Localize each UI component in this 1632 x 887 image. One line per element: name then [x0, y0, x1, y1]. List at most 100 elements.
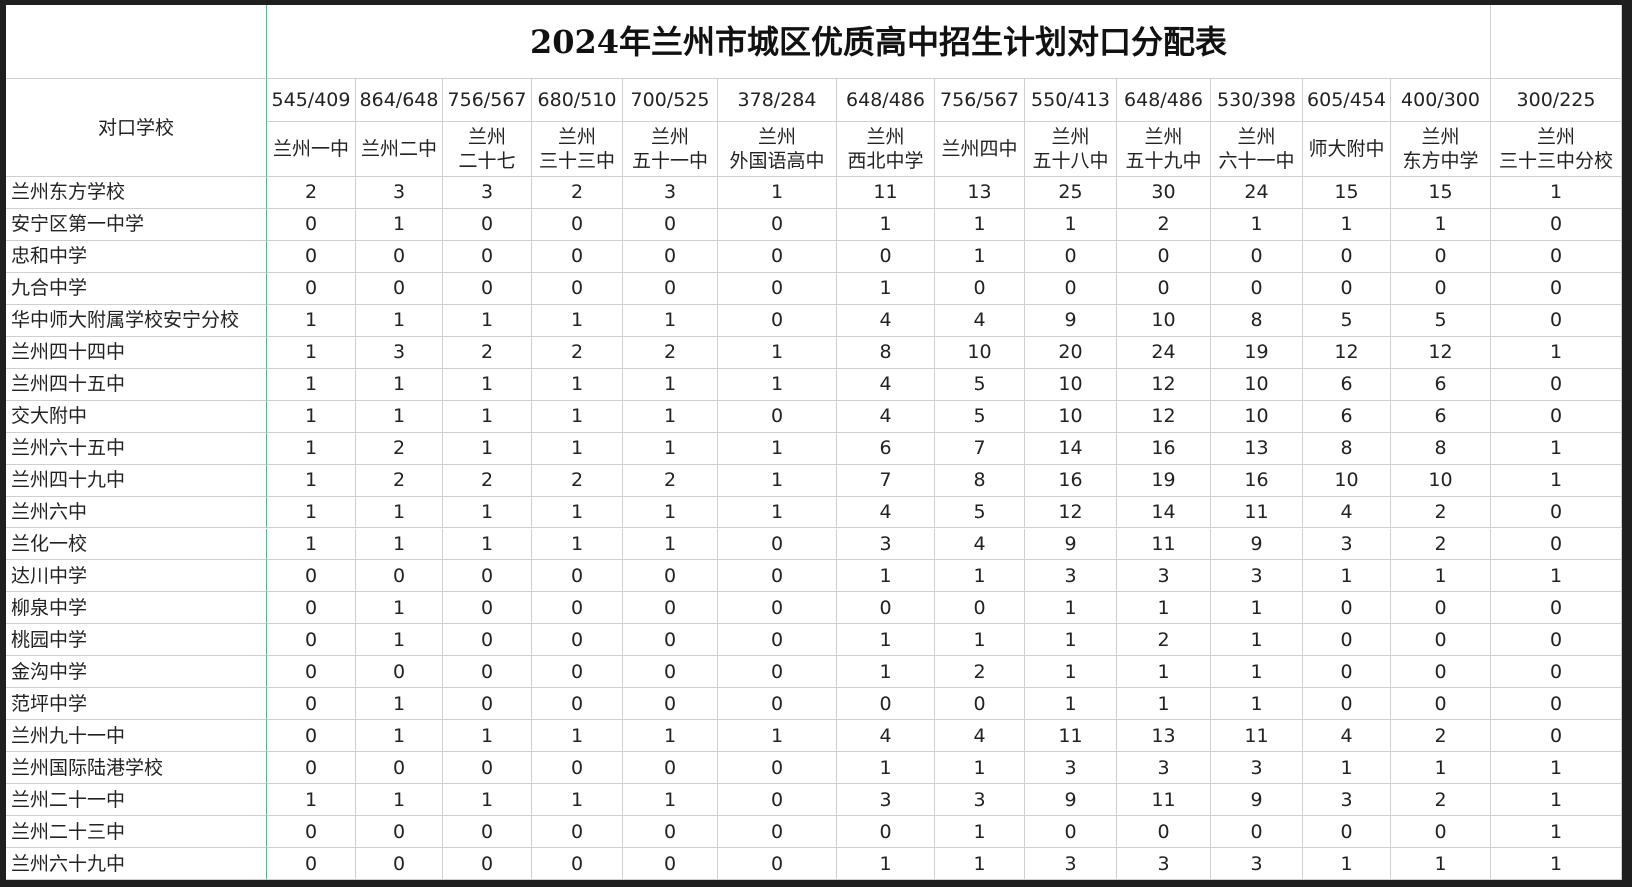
- value-cell: 3: [1025, 848, 1117, 880]
- value: 0: [570, 692, 584, 715]
- value: 0: [570, 852, 584, 875]
- value-cell: 2: [1117, 624, 1211, 657]
- value: 4: [879, 405, 892, 428]
- value-cell: 1: [718, 368, 837, 401]
- school-name: 兰州: [1144, 126, 1183, 148]
- value-cell: 0: [1303, 688, 1391, 721]
- value: 1: [1157, 660, 1170, 683]
- quota: 378/284: [737, 89, 817, 111]
- value-cell: 5: [935, 496, 1025, 529]
- value: 0: [1549, 628, 1563, 651]
- value: 0: [570, 564, 584, 587]
- value: 9: [1064, 532, 1077, 555]
- value-cell: 13: [1117, 720, 1211, 753]
- value-cell: 1: [1491, 752, 1622, 785]
- value: 6: [879, 437, 892, 460]
- value-cell: 24: [1211, 177, 1303, 209]
- quota: 648/486: [1124, 89, 1203, 111]
- value-cell: 1: [1303, 752, 1391, 785]
- value-cell: 0: [1211, 272, 1303, 305]
- value: 24: [1244, 181, 1269, 204]
- value-cell: 0: [443, 816, 532, 849]
- value: 1: [1250, 660, 1263, 683]
- row-name: 兰州九十一中: [11, 724, 126, 747]
- value: 1: [392, 628, 406, 651]
- value: 0: [480, 852, 494, 875]
- value-cell: 0: [532, 208, 623, 241]
- value-cell: 1: [532, 496, 623, 529]
- value: 1: [973, 564, 986, 587]
- value-cell: 2: [1391, 784, 1491, 817]
- value-cell: 0: [623, 688, 718, 721]
- blank-cell: [1491, 5, 1622, 79]
- value: 1: [1549, 469, 1563, 492]
- value-cell: 0: [623, 848, 718, 880]
- value-cell: 1: [837, 272, 935, 305]
- row-name: 华中师大附属学校安宁分校: [11, 309, 240, 332]
- value: 0: [392, 756, 406, 779]
- value-cell: 0: [443, 240, 532, 273]
- value-cell: 4: [837, 368, 935, 401]
- value: 3: [1157, 852, 1170, 875]
- value-cell: 0: [356, 560, 443, 593]
- value: 2: [1157, 213, 1170, 236]
- value-cell: 16: [1117, 432, 1211, 465]
- value: 1: [1549, 756, 1563, 779]
- value: 14: [1151, 501, 1176, 523]
- value: 12: [1428, 341, 1453, 364]
- value-cell: 3: [1211, 752, 1303, 785]
- value-cell: 1: [1303, 208, 1391, 241]
- value: 1: [480, 788, 494, 811]
- value-cell: 1: [623, 784, 718, 817]
- value-cell: 1: [356, 400, 443, 433]
- value: 0: [1157, 277, 1170, 300]
- value: 0: [1434, 596, 1447, 619]
- value: 0: [770, 405, 784, 428]
- value: 10: [1244, 405, 1269, 428]
- school-cell: 兰州 西北中学: [837, 122, 935, 177]
- value-cell: 10: [1391, 464, 1491, 497]
- value-cell: 1: [356, 592, 443, 625]
- value: 3: [1250, 564, 1263, 587]
- value: 0: [663, 692, 677, 715]
- value-cell: 3: [356, 336, 443, 369]
- value-cell: 0: [1391, 624, 1491, 657]
- value: 0: [973, 596, 986, 619]
- value: 1: [973, 820, 986, 843]
- value-cell: 3: [1117, 848, 1211, 880]
- value-cell: 0: [532, 752, 623, 785]
- value-cell: 1: [443, 400, 532, 433]
- value: 1: [392, 213, 406, 236]
- value-cell: 0: [718, 848, 837, 880]
- value-cell: 1: [623, 528, 718, 561]
- row-name-cell: 兰州六中: [6, 496, 267, 529]
- value-cell: 1: [532, 784, 623, 817]
- value: 25: [1058, 181, 1083, 204]
- value: 0: [480, 820, 494, 843]
- value-cell: 0: [267, 240, 356, 273]
- value-cell: 0: [532, 848, 623, 880]
- value: 1: [663, 724, 677, 747]
- value-cell: 0: [623, 816, 718, 849]
- quota-cell: 378/284: [718, 79, 837, 122]
- value-cell: 3: [1025, 752, 1117, 785]
- value-cell: 0: [1303, 624, 1391, 657]
- value-cell: 0: [1491, 400, 1622, 433]
- value-cell: 0: [443, 656, 532, 689]
- value-cell: 1: [623, 368, 718, 401]
- value-cell: 15: [1303, 177, 1391, 209]
- row-name: 兰州六十五中: [11, 437, 126, 460]
- value: 1: [304, 788, 318, 811]
- value: 0: [1340, 245, 1353, 268]
- value-cell: 0: [718, 208, 837, 241]
- value: 3: [1064, 564, 1077, 587]
- value: 1: [663, 532, 677, 555]
- value-cell: 3: [837, 784, 935, 817]
- value-cell: 1: [1303, 560, 1391, 593]
- school-name: 三十三中: [538, 150, 615, 172]
- value: 4: [879, 724, 892, 747]
- value: 1: [392, 309, 406, 332]
- value-cell: 0: [356, 816, 443, 849]
- value-cell: 1: [532, 400, 623, 433]
- value: 1: [973, 756, 986, 779]
